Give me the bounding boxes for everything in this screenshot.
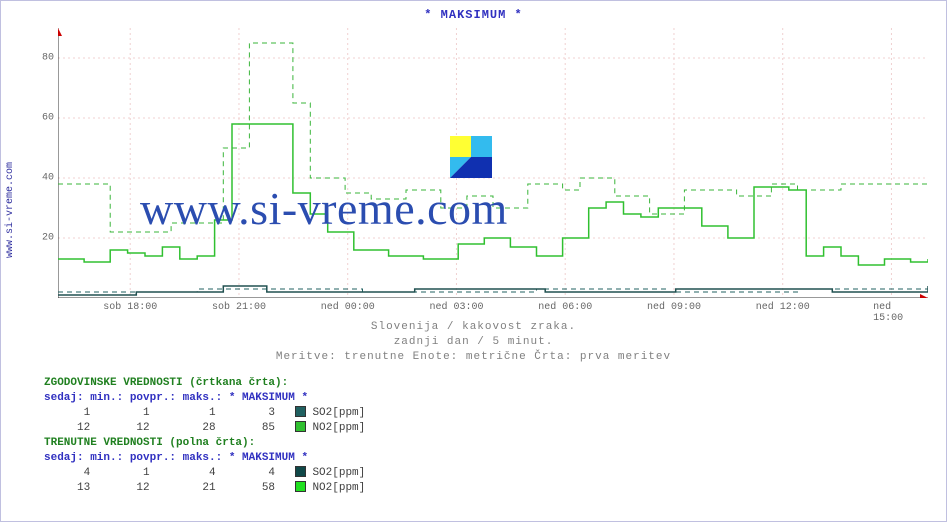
legend-swatch — [295, 406, 306, 417]
legend-swatch — [295, 466, 306, 477]
y-tick-label: 60 — [34, 113, 54, 124]
chart-svg — [58, 28, 928, 298]
x-tick-label: ned 09:00 — [647, 302, 701, 313]
x-tick-label: ned 12:00 — [756, 302, 810, 313]
plot-area — [58, 28, 928, 298]
caption-line-2: zadnji dan / 5 minut. — [0, 335, 947, 350]
caption-line-1: Slovenija / kakovost zraka. — [0, 320, 947, 335]
legend-row: 12 12 28 85 NO2[ppm] — [44, 421, 365, 436]
legend-hist-rows: 1 1 1 3 SO2[ppm] 12 12 28 85 NO2[ppm] — [44, 406, 365, 436]
legend-curr-rows: 4 1 4 4 SO2[ppm] 13 12 21 58 NO2[ppm] — [44, 466, 365, 496]
legend-swatch — [295, 421, 306, 432]
legend-columns-2: sedaj: min.: povpr.: maks.: * MAKSIMUM * — [44, 451, 365, 466]
legend-series-name: SO2[ppm] — [306, 467, 365, 479]
x-tick-label: ned 03:00 — [429, 302, 483, 313]
legend-block: ZGODOVINSKE VREDNOSTI (črtkana črta): se… — [44, 376, 365, 496]
legend-series-name: NO2[ppm] — [306, 422, 365, 434]
legend-row: 13 12 21 58 NO2[ppm] — [44, 481, 365, 496]
chart-caption: Slovenija / kakovost zraka. zadnji dan /… — [0, 320, 947, 365]
legend-hist-header: ZGODOVINSKE VREDNOSTI (črtkana črta): — [44, 376, 365, 391]
x-tick-label: ned 00:00 — [321, 302, 375, 313]
legend-row: 1 1 1 3 SO2[ppm] — [44, 406, 365, 421]
x-tick-label: ned 06:00 — [538, 302, 592, 313]
y-tick-label: 40 — [34, 173, 54, 184]
chart-title: * MAKSIMUM * — [0, 8, 947, 22]
y-tick-label: 20 — [34, 233, 54, 244]
y-tick-label: 80 — [34, 53, 54, 64]
legend-row: 4 1 4 4 SO2[ppm] — [44, 466, 365, 481]
legend-columns: sedaj: min.: povpr.: maks.: * MAKSIMUM * — [44, 391, 365, 406]
y-axis-labels: 20 40 60 80 — [34, 28, 54, 298]
caption-line-3: Meritve: trenutne Enote: metrične Črta: … — [0, 350, 947, 365]
side-label-container: www.si-vreme.com — [5, 150, 20, 270]
x-tick-label: sob 21:00 — [212, 302, 266, 313]
legend-series-name: SO2[ppm] — [306, 407, 365, 419]
x-tick-label: sob 18:00 — [103, 302, 157, 313]
x-axis-labels: sob 18:00 sob 21:00 ned 00:00 ned 03:00 ned … — [58, 302, 928, 316]
legend-swatch — [295, 481, 306, 492]
legend-curr-header: TRENUTNE VREDNOSTI (polna črta): — [44, 436, 365, 451]
legend-series-name: NO2[ppm] — [306, 482, 365, 494]
side-label: www.si-vreme.com — [5, 150, 16, 270]
